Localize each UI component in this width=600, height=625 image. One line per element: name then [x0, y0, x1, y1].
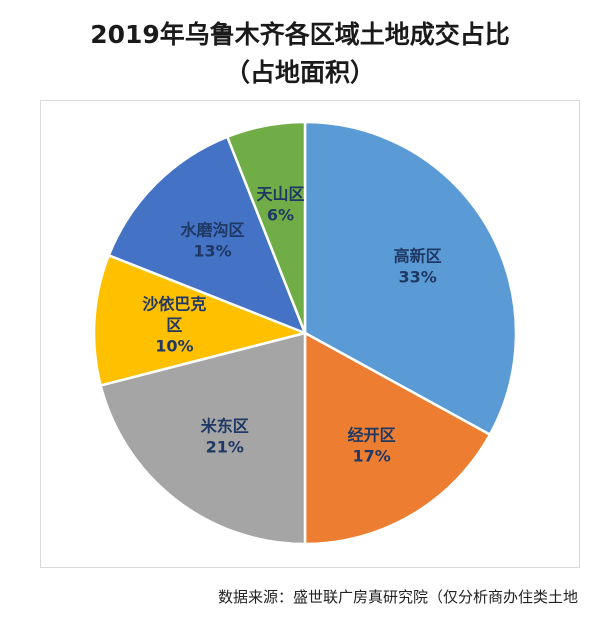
slice-category-label: 米东区: [201, 416, 249, 435]
slice-category-label: 沙依巴克: [142, 294, 206, 313]
slice-category-label: 天山区: [256, 184, 304, 203]
slice-label-5: 水磨沟区 13%: [180, 220, 244, 260]
slice-category-label: 高新区: [394, 246, 442, 265]
slice-label-6: 天山区 6%: [256, 184, 304, 224]
slice-value-label: 17%: [352, 447, 390, 466]
source-note: 数据来源：盛世联广房真研究院（仅分析商办住类土地: [217, 588, 578, 606]
slice-category-label: 水磨沟区: [180, 220, 244, 239]
slice-label-2: 经开区 17%: [348, 426, 396, 466]
slice-label-3: 米东区 21%: [201, 416, 249, 456]
slice-category-label: 经开区: [348, 426, 396, 445]
pie-slice-5: [107, 135, 307, 335]
chart-frame: [40, 100, 580, 568]
pie-slice-3: [99, 331, 307, 546]
slice-value-label: 13%: [193, 241, 231, 260]
slice-value-label: 6%: [267, 205, 294, 224]
slice-label-1: 高新区 33%: [394, 246, 442, 286]
slice-value-label: 21%: [206, 437, 244, 456]
chart-title-line1: 2019年乌鲁木齐各区域土地成交占比: [90, 20, 510, 49]
pie-slice-2: [303, 331, 492, 546]
pie-slice-4: [92, 254, 307, 387]
pie-slice-1: [303, 120, 518, 436]
chart-title-line2: （占地面积）: [224, 58, 375, 87]
slice-value-label: 33%: [398, 267, 436, 286]
slice-value-label: 10%: [155, 336, 193, 355]
slice-category-label: 区: [166, 315, 182, 334]
pie-slice-6: [226, 120, 307, 335]
